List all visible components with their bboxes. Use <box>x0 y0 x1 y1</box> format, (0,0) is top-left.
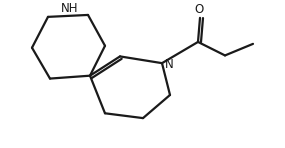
Text: N: N <box>165 58 174 71</box>
Text: NH: NH <box>61 2 79 15</box>
Text: O: O <box>194 3 203 16</box>
